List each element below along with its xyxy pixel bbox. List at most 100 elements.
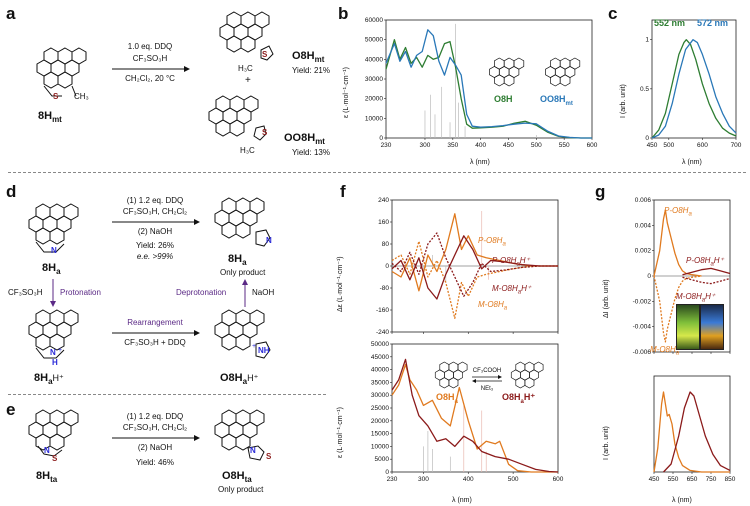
f-lab-P: P-O8Ha [478, 236, 506, 248]
g-vial-green-photo [676, 304, 700, 350]
x-tick-label-2: 400 [463, 476, 474, 483]
c-peak-blue: 572 nm [697, 18, 729, 28]
f-xlabel: λ (nm) [452, 497, 472, 504]
x-tick-label-2: 600 [697, 142, 708, 149]
d-product-label: 8Ha [228, 253, 247, 268]
series-m-o8hah- [682, 276, 731, 285]
y-tick-label-6: 30000 [371, 392, 389, 399]
e-yield: Yield: 46% [136, 458, 174, 467]
panel-label-b: b [338, 4, 349, 23]
d-protonation-reagent: CF₃SO₃H [8, 288, 43, 297]
a-p1-s: S [262, 50, 268, 59]
d-o8-nh: NH [258, 346, 270, 355]
b-legend-green: O8H [494, 94, 513, 104]
e-start-label: 8Hta [36, 470, 58, 485]
y-tick-label-2: 0.002 [635, 248, 652, 255]
d-o8-plus: + [252, 343, 257, 350]
a-ch3: CH₃ [74, 92, 89, 101]
d-protonated-label: 8HaH⁺ [34, 372, 64, 387]
c-xlabel: λ (nm) [682, 159, 702, 166]
plot-frame [653, 375, 731, 473]
x-tick-label-0: 450 [647, 142, 658, 149]
a-start-label: 8Hmt [38, 110, 62, 125]
d-protonation-label: Protonation [60, 288, 101, 297]
x-tick-label-2: 650 [687, 476, 698, 483]
y-tick-label-5: -160 [376, 307, 389, 314]
x-tick-label-0: 230 [387, 476, 398, 483]
series-p-o8hah- [391, 235, 558, 300]
y-tick-label-0: 0.006 [635, 197, 652, 204]
molecule-O8HaH [214, 309, 271, 359]
d-ee: e.e. >99% [136, 252, 174, 261]
e-product-label: O8Hta [222, 470, 252, 485]
d-deprotonation-label: Deprotonation [176, 288, 227, 297]
x-tick-label-1: 500 [663, 142, 674, 149]
x-tick-label-0: 450 [649, 476, 660, 483]
e-s-atom: S [52, 454, 58, 463]
a-cond3: CH₂Cl₂, 20 °C [125, 74, 175, 83]
x-tick-label-4: 450 [503, 142, 514, 149]
g-lab-PH: P-O8HaH⁺ [686, 256, 724, 268]
f-equilibrium-arrows [472, 375, 502, 383]
e-cond2: CF₃SO₃H, CH₂Cl₂ [122, 423, 188, 432]
a-p2-yield: Yield: 13% [292, 148, 330, 157]
g-lab-M: M-O8Ha [650, 345, 680, 357]
chart-f-top: 240 160 80 0 -80 -160 -240 [376, 197, 559, 336]
d-protonation-arrow [50, 279, 56, 307]
c-ylabel: I (arb. unit) [620, 84, 627, 118]
b-legend-icon-green [489, 57, 525, 87]
y-tick-label-1: 10000 [365, 115, 383, 122]
y-tick-label-2: 1 [645, 37, 649, 44]
b-legend-icon-blue [545, 57, 581, 87]
x-tick-label-1: 300 [420, 142, 431, 149]
panel-label-f: f [340, 182, 346, 201]
y-tick-label-0: 0 [379, 135, 383, 142]
molecule-8Hmt [36, 47, 87, 97]
series-o8hah- [391, 358, 559, 473]
f-legend-orange: O8Ha [436, 392, 458, 405]
y-tick-label-5: 25000 [371, 405, 389, 412]
series-m-o8ha [653, 275, 702, 343]
chart-c: 450 500 600 700 0 0.5 1 [640, 19, 742, 149]
y-tick-label-1: 160 [378, 219, 389, 226]
series-p-o8hah- [682, 267, 731, 276]
a-p2-s: S [262, 128, 268, 137]
chart-g-bottom: 450 550 650 750 850 [649, 375, 736, 483]
x-tick-label-3: 750 [706, 476, 717, 483]
a-p1-label: O8Hmt [292, 50, 325, 65]
a-cond2: CF₃SO₃H [132, 54, 168, 63]
f-bottom-ylabel: ε (L·mol⁻¹·cm⁻¹) [337, 407, 344, 458]
g-top-ylabel: ΔI (arb. unit) [603, 279, 610, 318]
y-tick-label-6: -0.006 [633, 349, 652, 356]
a-p1-ch3: H₃C [238, 64, 253, 73]
series-oo8hmt [651, 39, 737, 139]
g-xlabel: λ (nm) [672, 497, 692, 504]
a-p2-ch3: H₃C [240, 146, 255, 155]
d-naoh: NaOH [252, 288, 275, 297]
d-cond1: (1) 1.2 eq. DDQ [126, 196, 184, 205]
series-p-o8ha [391, 213, 558, 292]
d-cond2: CF₃SO₃H, CH₂Cl₂ [122, 207, 188, 216]
y-tick-label-2: 10000 [371, 443, 389, 450]
f-lab-MH: M-O8HaH⁺ [492, 284, 532, 296]
molecule-8Hta [28, 409, 79, 457]
series-o8hah- [663, 391, 731, 473]
y-tick-label-4: 40000 [365, 56, 383, 63]
series-o8h [385, 39, 592, 139]
x-tick-label-7: 600 [587, 142, 598, 149]
a-reaction-arrow [112, 66, 190, 72]
b-xlabel: λ (nm) [470, 159, 490, 166]
plot-frame [651, 19, 737, 139]
y-tick-label-3: 0 [385, 263, 389, 270]
e-n-atom: N [44, 446, 50, 455]
f-arrow-bottom-label: NEt₃ [480, 386, 494, 392]
d-protonated-n: N [50, 348, 56, 357]
x-tick-label-4: 850 [725, 476, 736, 483]
d-prod-n: N [266, 236, 272, 245]
e-cond3: (2) NaOH [137, 443, 173, 452]
y-tick-label-0: 0 [385, 469, 389, 476]
molecule-OO8Hmt [208, 95, 267, 141]
molecule-8Ha-product [214, 197, 271, 247]
d-only-product: Only product [220, 268, 266, 277]
molecule-8HaH [28, 309, 79, 359]
